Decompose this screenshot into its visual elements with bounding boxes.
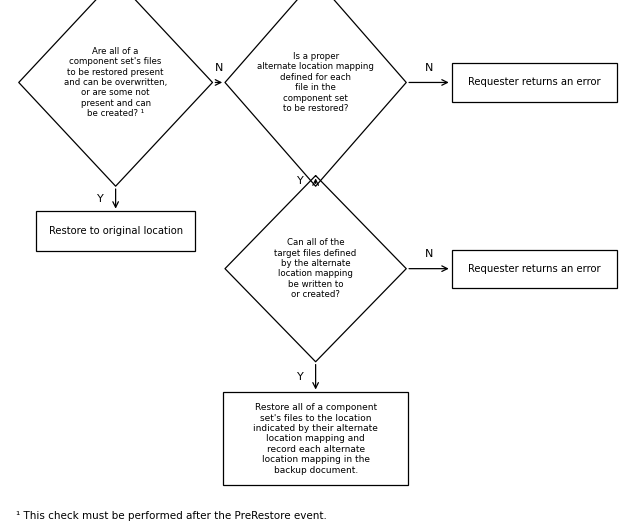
Text: N: N (425, 63, 433, 73)
Text: Y: Y (297, 176, 303, 186)
Bar (36, 212, 195, 252)
Text: Restore to original location: Restore to original location (49, 227, 182, 236)
Text: N: N (425, 249, 433, 259)
Text: Are all of a
component set's files
to be restored present
and can be overwritten: Are all of a component set's files to be… (64, 47, 168, 118)
Text: Requester returns an error: Requester returns an error (468, 78, 601, 87)
Text: Y: Y (297, 372, 303, 382)
Bar (451, 63, 618, 102)
Text: N: N (214, 63, 223, 73)
Text: Y: Y (97, 194, 103, 204)
Text: Can all of the
target files defined
by the alternate
location mapping
be written: Can all of the target files defined by t… (274, 238, 357, 299)
Bar (451, 250, 618, 288)
Text: Is a proper
alternate location mapping
defined for each
file in the
component se: Is a proper alternate location mapping d… (258, 52, 374, 113)
Polygon shape (225, 0, 406, 186)
Text: ¹ This check must be performed after the PreRestore event.: ¹ This check must be performed after the… (16, 511, 326, 521)
Polygon shape (225, 176, 406, 362)
Text: Restore all of a component
set's files to the location
indicated by their altern: Restore all of a component set's files t… (253, 403, 378, 475)
Text: Requester returns an error: Requester returns an error (468, 264, 601, 273)
Bar (224, 393, 408, 485)
Polygon shape (19, 0, 213, 186)
